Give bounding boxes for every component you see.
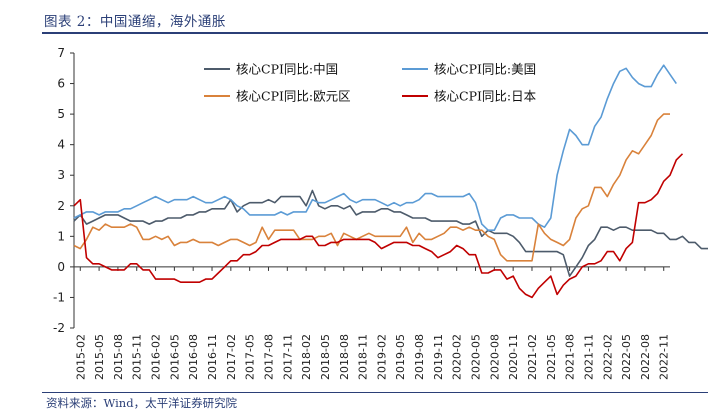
x-tick-label: 2017-05 — [244, 334, 257, 380]
x-tick-label: 2017-11 — [281, 334, 294, 380]
x-tick-label: 2019-11 — [432, 334, 445, 380]
x-tick-label: 2021-05 — [545, 334, 558, 380]
chart-axes: -2 -1 0 1 2 3 4 5 6 7 2015-02 2015-05 2015-08 2015-11… — [53, 46, 671, 380]
y-tick-label: 3 — [57, 168, 65, 182]
figure-source: 资料来源：Wind，太平洋证券研究院 — [46, 396, 238, 410]
y-tick-label: 1 — [57, 229, 65, 243]
legend-label-2: 核心CPI同比:欧元区 — [236, 89, 351, 104]
x-tick-label: 2020-08 — [488, 334, 501, 380]
title-rule — [42, 32, 708, 34]
x-tick-label: 2020-02 — [451, 334, 464, 380]
series-layer — [73, 64, 708, 299]
x-tick-label: 2019-02 — [375, 334, 388, 380]
x-tick-label: 2018-08 — [338, 334, 351, 380]
x-tick-label: 2021-11 — [582, 334, 595, 380]
legend-label-0: 核心CPI同比:中国 — [236, 62, 338, 77]
series-line-3 — [73, 153, 684, 299]
figure-title: 图表 2：中国通缩，海外通胀 — [44, 14, 226, 30]
x-tick-label: 2020-05 — [470, 334, 483, 380]
x-tick-label: 2017-08 — [262, 334, 275, 380]
x-tick-label: 2018-02 — [300, 334, 313, 380]
source-rule — [42, 392, 708, 393]
x-tick-label: 2016-11 — [206, 334, 219, 380]
x-tick-label: 2022-11 — [658, 334, 671, 380]
y-tick-label: 2 — [57, 199, 65, 213]
x-tick-label: 2019-08 — [413, 334, 426, 380]
x-tick-label: 2017-02 — [225, 334, 238, 380]
x-tick-label: 2015-08 — [112, 334, 125, 380]
y-tick-label: 0 — [57, 260, 65, 274]
x-tick-label: 2016-05 — [168, 334, 181, 380]
x-tick-label: 2016-02 — [150, 334, 163, 380]
series-line-1 — [73, 64, 677, 231]
y-tick-label: -1 — [53, 290, 65, 304]
legend-label-3: 核心CPI同比:日本 — [434, 89, 537, 104]
series-line-2 — [73, 113, 670, 262]
x-tick-label: 2021-08 — [564, 334, 577, 380]
legend-label-1: 核心CPI同比:美国 — [434, 62, 536, 77]
y-tick-label: 6 — [57, 77, 65, 91]
x-tick-label: 2015-11 — [131, 334, 144, 380]
x-tick-label: 2015-02 — [74, 334, 87, 380]
x-tick-label: 2022-02 — [601, 334, 614, 380]
x-tick-label: 2021-02 — [526, 334, 539, 380]
y-tick-label: -2 — [53, 321, 65, 335]
x-tick-label: 2022-08 — [639, 334, 652, 380]
x-tick-label: 2022-05 — [620, 334, 633, 380]
series-line-0 — [73, 189, 708, 277]
x-tick-label: 2019-05 — [394, 334, 407, 380]
x-tick-label: 2016-08 — [187, 334, 200, 380]
y-tick-label: 4 — [57, 138, 65, 152]
y-tick-label: 5 — [57, 107, 65, 121]
x-tick-label: 2018-05 — [319, 334, 332, 380]
y-tick-label: 7 — [57, 46, 65, 60]
x-tick-label: 2020-11 — [507, 334, 520, 380]
x-tick-label: 2015-05 — [93, 334, 106, 380]
x-tick-label: 2018-11 — [357, 334, 370, 380]
